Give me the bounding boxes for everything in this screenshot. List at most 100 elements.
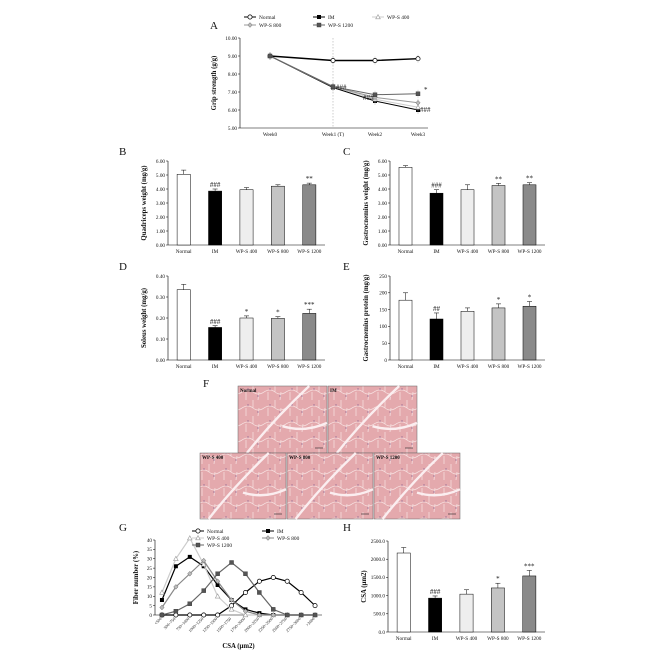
x-tick-label-D: Normal	[176, 364, 192, 370]
bar-D-1	[208, 327, 222, 361]
series-line-A-4	[269, 55, 419, 96]
data-point-G	[187, 554, 192, 559]
data-point-G	[312, 612, 318, 618]
x-tick-label-D: WP-S 1200	[297, 364, 321, 370]
legend-label-G: WP-S 800	[277, 536, 300, 542]
y-tick-label-G: 15	[147, 585, 153, 591]
data-point-G	[256, 612, 262, 618]
x-tick-label-E: Normal	[398, 364, 414, 370]
data-point-A-legend	[316, 22, 322, 28]
bar-C-3	[491, 185, 506, 246]
series-line-A-0	[269, 55, 419, 62]
y-tick-label-A: 6.00	[228, 108, 237, 114]
data-point-G	[229, 597, 235, 603]
data-point-A-legend	[375, 13, 381, 20]
data-point-G	[270, 575, 276, 580]
data-point-G	[159, 598, 164, 602]
series-line-G-4	[161, 561, 316, 616]
y-tick-label-C: 1.00	[378, 229, 387, 235]
bar-B-3	[271, 185, 285, 246]
significance-mark-C: **	[495, 175, 503, 183]
histology-label-2: WP-S 400	[202, 456, 224, 461]
bar-D-0	[176, 289, 191, 361]
data-point-G	[271, 607, 276, 612]
series-line-G-2	[161, 536, 316, 616]
x-tick-label-A: Week3	[411, 132, 426, 138]
histology-image-1	[327, 385, 418, 454]
y-tick-label-E: 250	[379, 274, 387, 280]
y-axis-label-C: Gastrocnemius weight (mg/g)	[363, 160, 370, 245]
bar-C-2	[460, 189, 475, 246]
y-tick-label-D: 0.00	[156, 358, 165, 364]
x-tick-label-E: WP-S 1200	[517, 364, 541, 370]
legend-label-A: WP-S 1200	[328, 23, 353, 29]
y-tick-label-G: 5	[149, 603, 152, 609]
y-tick-label-B: 2.00	[156, 215, 165, 221]
y-tick-label-A: 9.00	[228, 54, 237, 60]
histology-image-0	[237, 385, 328, 454]
x-axis-label-G: CSA (μm2)	[222, 643, 254, 650]
significance-mark-H: *	[496, 575, 500, 583]
x-tick-label-B: IM	[212, 249, 219, 255]
y-tick-label-G: 10	[147, 594, 153, 600]
data-point-A-legend	[317, 15, 321, 19]
bar-D-3	[271, 318, 285, 361]
data-point-G	[242, 608, 248, 615]
y-tick-label-G: 25	[147, 566, 153, 572]
data-point-G	[228, 606, 235, 612]
data-point-A	[267, 53, 273, 59]
data-point-G	[214, 593, 221, 599]
x-tick-label-G: <500	[153, 616, 163, 626]
data-point-G	[256, 578, 262, 584]
x-tick-label-E: WP-S 400	[457, 364, 479, 370]
fascicle-gap-3	[294, 452, 374, 520]
panel-letter-C: C	[343, 146, 350, 158]
y-tick-label-B: 5.00	[156, 173, 165, 179]
data-point-G	[285, 612, 290, 618]
x-tick-label-A: Week2	[368, 132, 383, 138]
histology-label-0: Normal	[240, 389, 257, 394]
x-tick-label-C: WP-S 400	[457, 249, 479, 255]
y-axis-label-G: Fiber number (%)	[133, 551, 140, 604]
data-point-A	[415, 91, 421, 97]
significance-mark-B: **	[306, 175, 314, 183]
y-tick-label-A: 5.00	[228, 126, 237, 132]
bar-C-0	[398, 167, 413, 246]
y-axis-label-D: Soleus weight (mg/g)	[141, 288, 148, 348]
y-tick-label-H: 0.0	[379, 630, 386, 636]
y-tick-label-B: 6.00	[156, 159, 165, 165]
x-tick-label-H: WP-S 1200	[517, 636, 541, 642]
data-point-G	[173, 555, 179, 561]
panel-letter-B: B	[119, 146, 126, 158]
y-tick-label-D: 0.20	[156, 316, 165, 322]
data-point-G	[159, 589, 165, 595]
data-point-A-legend	[247, 22, 253, 28]
x-tick-label-H: WP-S 800	[487, 636, 509, 642]
bar-E-4	[522, 305, 537, 361]
panel-letter-D: D	[119, 261, 127, 273]
y-tick-label-G: 40	[147, 538, 153, 544]
histology-label-1: IM	[330, 389, 337, 394]
x-tick-label-H: Normal	[396, 636, 412, 642]
significance-mark-H: ***	[524, 562, 535, 570]
significance-mark-A: ###	[420, 106, 431, 114]
bar-D-2	[239, 317, 254, 361]
data-point-G	[298, 590, 304, 595]
x-tick-label-H: WP-S 400	[456, 636, 478, 642]
y-tick-label-E: 200	[379, 291, 387, 297]
data-point-A	[415, 104, 421, 110]
bar-B-1	[208, 190, 222, 246]
significance-mark-A: ###	[363, 94, 374, 102]
data-point-G	[243, 571, 248, 576]
legend-label-A: Normal	[259, 15, 276, 21]
x-tick-label-A: Week0	[263, 132, 278, 138]
data-point-G-legend	[195, 528, 201, 534]
y-tick-label-C: 2.00	[378, 215, 387, 221]
legend-label-G: IM	[277, 529, 284, 535]
x-tick-label-C: IM	[433, 249, 440, 255]
x-tick-label-G: >3000	[305, 616, 316, 627]
y-axis-label-B: Quadriceps weight (mg/g)	[141, 165, 148, 240]
x-tick-label-B: WP-S 1200	[297, 249, 321, 255]
x-tick-label-B: WP-S 400	[236, 249, 258, 255]
